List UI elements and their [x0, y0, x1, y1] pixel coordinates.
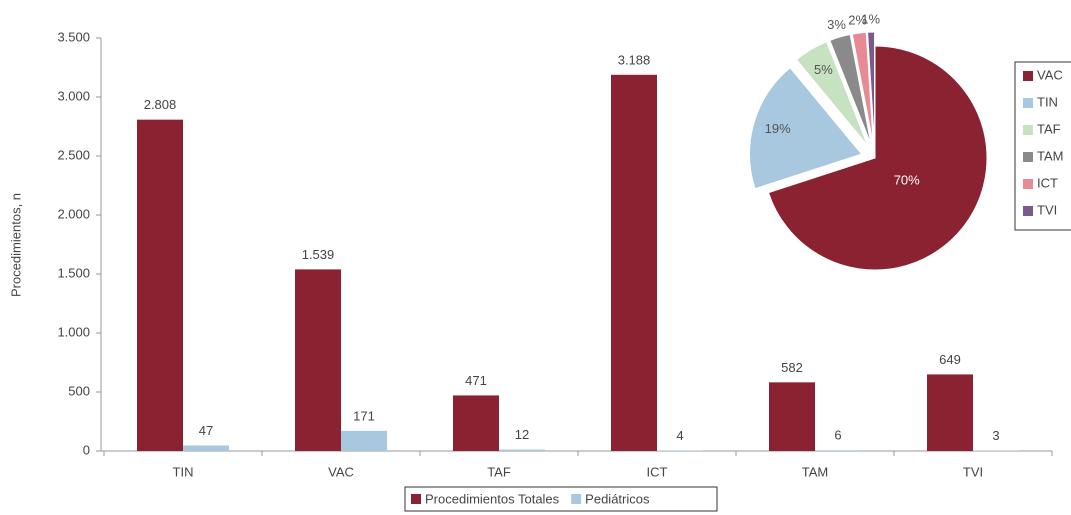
legend-swatch	[571, 494, 582, 504]
bar	[611, 74, 657, 451]
x-tick-label: TVI	[963, 464, 983, 479]
y-tick-label: 1.500	[57, 265, 90, 280]
pie-label: 70%	[894, 172, 920, 187]
value-label: 2.808	[144, 97, 177, 112]
legend-label: TIN	[1037, 94, 1058, 109]
legend-swatch	[411, 494, 421, 504]
legend-box	[1014, 61, 1071, 231]
y-tick-label: 2.500	[57, 147, 90, 162]
pie-label: 2%	[848, 13, 867, 28]
bar	[769, 382, 815, 451]
pie-slice	[767, 45, 988, 271]
bar	[183, 445, 229, 451]
value-label: 3.188	[618, 52, 651, 67]
value-label: 3	[992, 428, 999, 443]
legend-swatch	[1023, 125, 1033, 135]
legend-swatch	[1023, 206, 1033, 216]
pie-label: 19%	[765, 121, 791, 136]
pie-slice	[851, 31, 874, 145]
pie-label: 5%	[814, 62, 833, 77]
legend-label: VAC	[1037, 67, 1063, 82]
value-label: 1.539	[302, 247, 335, 262]
legend-label: TAF	[1037, 121, 1061, 136]
pie-slice	[866, 31, 876, 145]
pie-label: 3%	[827, 17, 846, 32]
pie-slice	[829, 33, 872, 145]
x-tick-label: TIN	[173, 464, 194, 479]
legend-swatch	[1023, 71, 1033, 81]
y-tick-label: 2.000	[57, 206, 90, 221]
pie-label: 1%	[861, 12, 880, 27]
bar	[815, 450, 861, 451]
legend-swatch	[1023, 179, 1033, 189]
y-tick-label: 1.000	[57, 324, 90, 339]
legend-label: TAM	[1037, 148, 1063, 163]
y-tick-label: 0	[83, 442, 90, 457]
value-label: 582	[781, 360, 803, 375]
legend-label: Pediátricos	[585, 491, 650, 506]
x-tick-label: TAM	[802, 464, 828, 479]
bar	[341, 430, 387, 451]
legend-label: ICT	[1037, 175, 1058, 190]
value-label: 12	[515, 427, 529, 442]
x-tick-label: ICT	[647, 464, 668, 479]
x-tick-label: TAF	[487, 464, 511, 479]
value-label: 4	[676, 428, 683, 443]
value-label: 649	[939, 352, 961, 367]
value-label: 171	[353, 408, 375, 423]
pie-slice	[795, 41, 869, 147]
value-label: 471	[465, 373, 487, 388]
y-tick-label: 3.000	[57, 88, 90, 103]
bar	[137, 119, 183, 451]
legend-box	[404, 486, 718, 512]
pie-slice	[749, 67, 863, 190]
legend-swatch	[1023, 152, 1033, 162]
bar	[927, 374, 973, 451]
bar	[499, 449, 545, 451]
bar	[295, 269, 341, 451]
legend-label: Procedimientos Totales	[425, 491, 560, 506]
legend-label: TVI	[1037, 202, 1057, 217]
legend-swatch	[1023, 98, 1033, 108]
y-tick-label: 3.500	[57, 29, 90, 44]
y-tick-label: 500	[68, 383, 90, 398]
value-label: 47	[199, 423, 213, 438]
value-label: 6	[834, 428, 841, 443]
x-tick-label: VAC	[328, 464, 354, 479]
bar	[453, 395, 499, 451]
y-axis-label: Procedimientos, n	[8, 193, 23, 297]
